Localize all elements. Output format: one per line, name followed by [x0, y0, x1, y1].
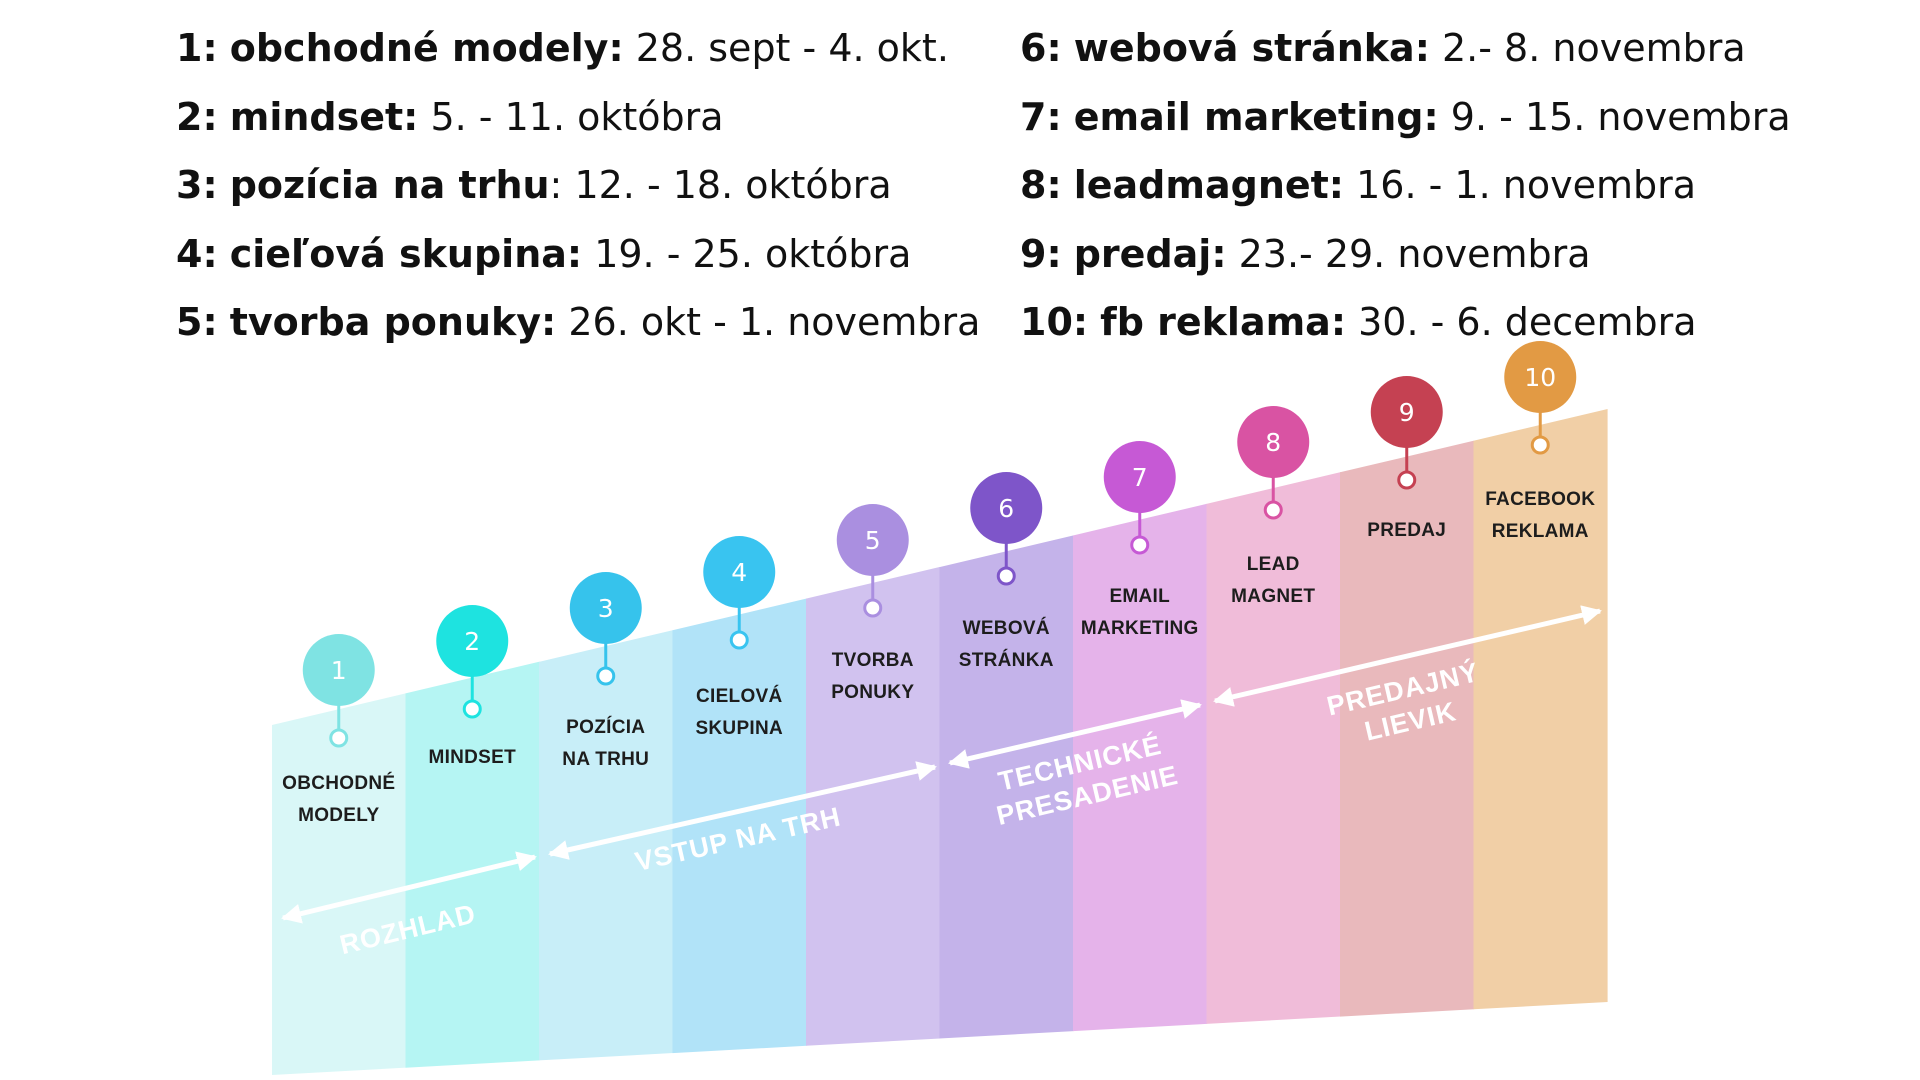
- marker-ring-icon: [863, 598, 883, 618]
- stage-marker-7: 7: [1103, 441, 1176, 555]
- marker-ring-icon: [329, 728, 349, 748]
- stage-number: 2: [464, 627, 480, 656]
- stage-label-6: WEBOVÁ STRÁNKA: [959, 617, 1054, 671]
- stage-number: 7: [1132, 463, 1148, 492]
- stage-marker-1: 1: [302, 634, 375, 748]
- number-circle-icon: [302, 634, 375, 706]
- stage-band-10: [1473, 408, 1608, 1010]
- number-circle-icon: [970, 472, 1043, 544]
- schedule-item-10: 10: fb reklama: 30. - 6. decembra: [1020, 300, 1697, 344]
- double-arrow-icon: [281, 851, 537, 924]
- stage-number: 10: [1524, 363, 1556, 392]
- number-circle-icon: [569, 572, 642, 644]
- stage-number: 6: [998, 494, 1014, 523]
- schedule-item-5: 5: tvorba ponuky: 26. okt - 1. novembra: [176, 300, 981, 344]
- marker-ring-icon: [729, 630, 749, 650]
- schedule-item-1: 1: obchodné modely: 28. sept - 4. okt.: [176, 26, 949, 70]
- stage-number: 9: [1399, 398, 1415, 427]
- stage-band-1: [272, 693, 407, 1075]
- number-circle-icon: [1504, 341, 1577, 413]
- number-circle-icon: [1237, 406, 1310, 478]
- stage-marker-9: 9: [1370, 376, 1443, 490]
- stage-label-2: MINDSET: [428, 747, 516, 768]
- schedule-right-column: 6: webová stránka: 2.- 8. novembra 7: em…: [1020, 14, 1791, 357]
- stage-label-10: FACEBOOK REKLAMA: [1485, 489, 1595, 542]
- marker-ring-icon: [1263, 500, 1283, 520]
- schedule-item-7: 7: email marketing: 9. - 15. novembra: [1020, 94, 1791, 139]
- number-circle-icon: [703, 536, 776, 608]
- stage-number: 4: [731, 558, 747, 587]
- stage-marker-6: 6: [970, 472, 1043, 586]
- number-circle-icon: [436, 605, 509, 677]
- double-arrow-icon: [948, 699, 1202, 769]
- schedule-item-4: 4: cieľová skupina: 19. - 25. októbra: [176, 231, 912, 276]
- schedule-left-column: 1: obchodné modely: 28. sept - 4. okt. 2…: [176, 14, 980, 357]
- stage-band-6: [939, 535, 1074, 1039]
- marker-ring-icon: [996, 566, 1016, 586]
- stage-marker-8: 8: [1237, 406, 1310, 520]
- schedule-item-8: 8: leadmagnet: 16. - 1. novembra: [1020, 163, 1696, 207]
- stage-label-9: PREDAJ: [1367, 520, 1446, 541]
- stage-marker-3: 3: [569, 572, 642, 686]
- stage-marker-5: 5: [836, 504, 909, 618]
- stage-label-5: TVORBA PONUKY: [831, 650, 914, 703]
- number-circle-icon: [1103, 441, 1176, 513]
- number-circle-icon: [836, 504, 909, 576]
- double-arrow-icon: [1213, 605, 1602, 707]
- marker-ring-icon: [1530, 435, 1550, 455]
- stage-band-9: [1340, 440, 1475, 1017]
- schedule-item-9: 9: predaj: 23.- 29. novembra: [1020, 231, 1591, 276]
- number-circle-icon: [1370, 376, 1443, 448]
- marker-ring-icon: [1397, 470, 1417, 490]
- stage-number: 1: [331, 656, 347, 685]
- stage-number: 3: [598, 594, 614, 623]
- stage-marker-2: 2: [436, 605, 509, 719]
- stage-label-4: CIELOVÁ SKUPINA: [695, 685, 783, 739]
- stage-label-8: LEAD MAGNET: [1231, 554, 1315, 607]
- phase-predajny-lievik: PREDAJNÝLIEVIK: [1213, 605, 1602, 747]
- stage-markers: 1 2 3 4 5 6 7 8 9 10: [302, 341, 1577, 748]
- stage-number: 8: [1265, 428, 1281, 457]
- double-arrow-icon: [548, 761, 937, 860]
- stage-marker-4: 4: [703, 536, 776, 650]
- stage-bands: [272, 408, 1608, 1075]
- schedule-item-6: 6: webová stránka: 2.- 8. novembra: [1020, 26, 1746, 70]
- stage-marker-10: 10: [1504, 341, 1577, 455]
- marker-ring-icon: [462, 699, 482, 719]
- schedule-item-3: 3: pozícia na trhu: 12. - 18. októbra: [176, 163, 892, 207]
- stage-label-7: EMAIL MARKETING: [1081, 586, 1199, 639]
- stage-band-2: [405, 661, 540, 1068]
- marker-ring-icon: [596, 666, 616, 686]
- schedule-item-2: 2: mindset: 5. - 11. októbra: [176, 94, 724, 139]
- stage-number: 5: [865, 526, 881, 555]
- marker-ring-icon: [1130, 535, 1150, 555]
- stage-label-1: OBCHODNÉ MODELY: [282, 772, 395, 826]
